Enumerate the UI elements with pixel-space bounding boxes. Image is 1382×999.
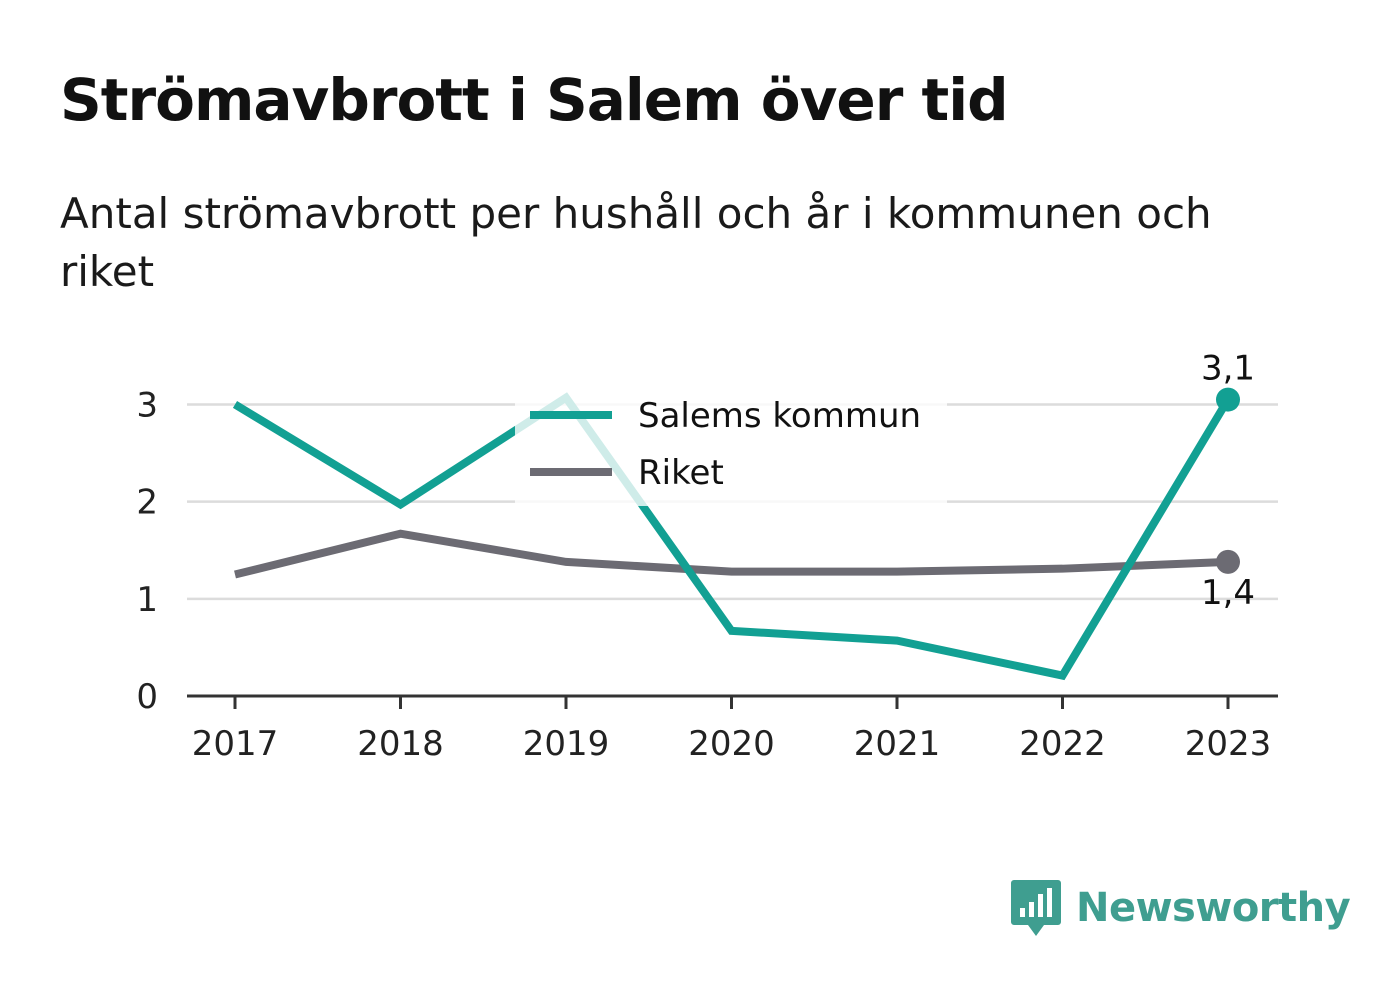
brand-logo: Newsworthy <box>1010 878 1351 938</box>
y-tick-label-3: 3 <box>136 385 158 425</box>
x-tick-label-2019: 2019 <box>523 724 610 764</box>
end-point-salems-kommun <box>1216 387 1240 412</box>
series-line-riket <box>234 529 1229 579</box>
x-tick-label-2021: 2021 <box>854 724 941 764</box>
x-tick-label-2022: 2022 <box>1019 724 1106 764</box>
chart-subtitle: Antal strömavbrott per hushåll och år i … <box>60 189 1212 296</box>
x-tick-label-2023: 2023 <box>1185 724 1272 764</box>
axes: 0 1 2 3 2017 2018 2019 2020 2021 2022 2023 <box>136 385 1278 764</box>
y-tick-label-0: 0 <box>136 677 158 717</box>
series-line-salems-kommun <box>232 392 1232 681</box>
brand-name: Newsworthy <box>1076 885 1351 931</box>
legend-label-salems-kommun: Salems kommun <box>638 396 921 436</box>
x-tick-label-2020: 2020 <box>688 724 775 764</box>
data-label-riket-2023: 1,4 <box>1201 573 1255 613</box>
data-labels: 3,1 1,4 <box>1201 349 1255 613</box>
end-point-riket <box>1216 549 1240 574</box>
y-tick-label-2: 2 <box>136 483 158 523</box>
data-label-salems-kommun-2023: 3,1 <box>1201 349 1255 389</box>
series <box>232 387 1240 681</box>
legend-background <box>515 388 947 506</box>
x-tick-label-2018: 2018 <box>357 724 444 764</box>
chart-title: Strömavbrott i Salem över tid <box>60 66 1009 134</box>
x-tick-label-2017: 2017 <box>192 724 279 764</box>
legend-label-riket: Riket <box>638 453 724 493</box>
bar-chart-speech-bubble-icon <box>1011 880 1061 936</box>
legend: Salems kommun Riket <box>515 388 947 506</box>
y-tick-label-1: 1 <box>136 580 158 620</box>
